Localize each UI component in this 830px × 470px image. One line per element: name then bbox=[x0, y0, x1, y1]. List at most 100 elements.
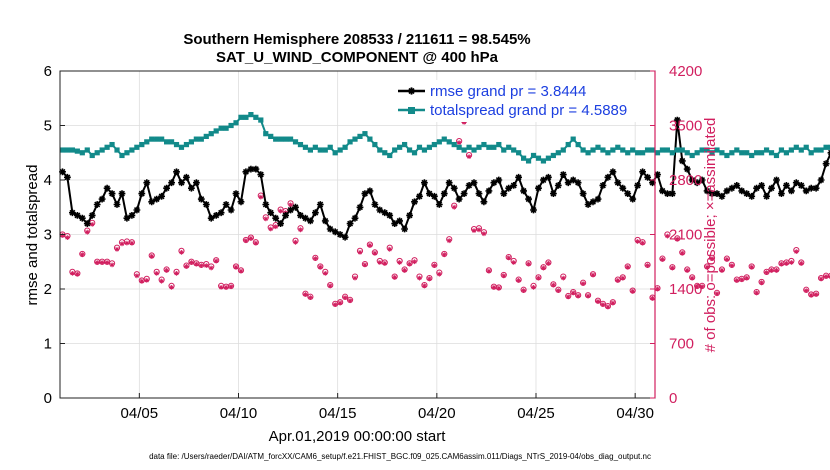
totalspread-point bbox=[550, 152, 556, 159]
rmse-point bbox=[59, 168, 66, 176]
totalspread-point bbox=[124, 150, 130, 156]
totalspread-point bbox=[367, 136, 373, 142]
rmse-point bbox=[287, 206, 294, 214]
rmse-point bbox=[510, 182, 518, 189]
obs-assimilated-point bbox=[501, 273, 507, 279]
obs-assimilated-point bbox=[645, 263, 650, 268]
obs-assimilated-point bbox=[734, 278, 740, 283]
totalspread-point bbox=[828, 144, 830, 150]
totalspread-point bbox=[739, 150, 745, 156]
obs-assimilated-point bbox=[575, 293, 581, 299]
totalspread-point bbox=[709, 150, 715, 156]
obs-assimilated-point bbox=[79, 252, 85, 258]
rmse-point bbox=[738, 187, 746, 195]
obs-assimilated-point bbox=[709, 256, 715, 261]
obs-markers bbox=[59, 117, 830, 310]
obs-assimilated-point bbox=[159, 278, 164, 284]
rmse-point bbox=[788, 187, 795, 195]
totalspread-point bbox=[813, 147, 819, 153]
y-right-tick-label: 4200 bbox=[669, 63, 702, 80]
x-tick-label: 04/25 bbox=[517, 405, 555, 422]
obs-assimilated-point bbox=[278, 208, 283, 214]
rmse-line bbox=[61, 119, 830, 239]
rmse-point bbox=[321, 217, 329, 225]
rmse-point bbox=[450, 184, 458, 192]
totalspread-point bbox=[734, 147, 740, 153]
totalspread-point bbox=[357, 133, 363, 139]
rmse-point bbox=[669, 190, 676, 197]
totalspread-point bbox=[431, 141, 437, 148]
obs-assimilated-point bbox=[615, 278, 621, 283]
totalspread-point bbox=[788, 147, 794, 153]
obs-assimilated-point bbox=[223, 285, 229, 290]
obs-assimilated-point bbox=[258, 194, 264, 200]
totalspread-point bbox=[253, 114, 259, 120]
totalspread-point bbox=[416, 144, 423, 150]
rmse-point bbox=[242, 168, 250, 176]
totalspread-point bbox=[530, 152, 537, 159]
obs-assimilated-point bbox=[84, 229, 90, 235]
rmse-point bbox=[361, 190, 369, 197]
obs-assimilated-point bbox=[491, 285, 497, 290]
totalspread-point bbox=[273, 136, 279, 142]
totalspread-point bbox=[729, 150, 735, 156]
totalspread-point bbox=[580, 147, 586, 153]
obs-assimilated-point bbox=[144, 278, 150, 283]
totalspread-point bbox=[659, 147, 666, 153]
totalspread-point bbox=[332, 150, 338, 156]
obs-assimilated-point bbox=[769, 267, 774, 273]
totalspread-point bbox=[560, 147, 566, 153]
totalspread-point bbox=[595, 144, 601, 150]
obs-assimilated-point bbox=[461, 120, 467, 125]
obs-assimilated-point bbox=[129, 240, 135, 246]
totalspread-point bbox=[159, 136, 165, 142]
totalspread-point bbox=[402, 141, 408, 148]
obs-assimilated-point bbox=[536, 275, 541, 281]
obs-assimilated-point bbox=[600, 302, 606, 307]
obs-assimilated-point bbox=[432, 263, 437, 268]
rmse-point bbox=[703, 187, 711, 195]
totalspread-point bbox=[238, 114, 244, 120]
obs-assimilated-point bbox=[114, 246, 120, 252]
obs-assimilated-point bbox=[268, 226, 274, 232]
obs-assimilated-point bbox=[362, 262, 368, 268]
totalspread-point bbox=[297, 141, 304, 148]
rmse-point bbox=[267, 209, 275, 217]
obs-assimilated-point bbox=[551, 282, 556, 288]
obs-assimilated-point bbox=[798, 260, 804, 266]
totalspread-point bbox=[278, 136, 284, 142]
totalspread-point bbox=[263, 131, 269, 137]
obs-assimilated-point bbox=[377, 260, 383, 265]
obs-assimilated-point bbox=[570, 290, 576, 296]
rmse-point bbox=[83, 220, 91, 227]
rmse-point bbox=[316, 201, 324, 208]
totalspread-point bbox=[268, 133, 274, 139]
rmse-point bbox=[232, 190, 240, 197]
rmse-point bbox=[93, 201, 101, 208]
obs-assimilated-point bbox=[541, 265, 546, 271]
totalspread-point bbox=[446, 139, 452, 145]
obs-assimilated-point bbox=[203, 263, 209, 268]
rmse-point bbox=[584, 201, 592, 208]
obs-assimilated-point bbox=[496, 285, 502, 291]
rmse-point bbox=[212, 212, 220, 219]
rmse-point bbox=[713, 190, 721, 197]
totalspread-point bbox=[387, 152, 393, 159]
obs-assimilated-point bbox=[635, 239, 640, 244]
rmse-point bbox=[614, 179, 622, 187]
obs-assimilated-point bbox=[451, 204, 457, 210]
rmse-point bbox=[282, 212, 289, 219]
totalspread-point bbox=[456, 144, 462, 150]
totalspread-point bbox=[352, 136, 358, 142]
totalspread-point bbox=[397, 144, 403, 150]
obs-assimilated-point bbox=[526, 261, 531, 267]
rmse-point bbox=[629, 195, 637, 203]
rmse-point bbox=[158, 192, 165, 200]
totalspread-point bbox=[198, 136, 204, 142]
rmse-point bbox=[396, 217, 403, 225]
rmse-point bbox=[792, 179, 800, 187]
obs-assimilated-point bbox=[655, 286, 660, 292]
obs-assimilated-point bbox=[407, 261, 412, 267]
rmse-point bbox=[723, 187, 731, 195]
obs-assimilated-point bbox=[759, 280, 764, 286]
